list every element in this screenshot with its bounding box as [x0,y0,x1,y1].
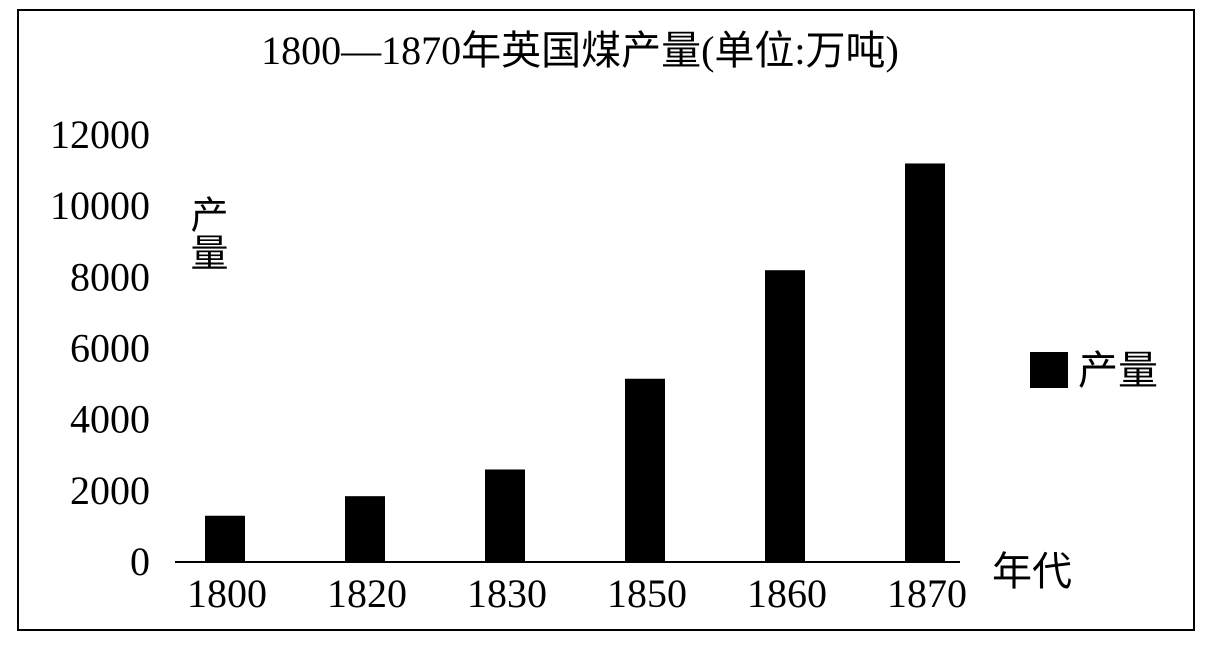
bar [345,496,385,562]
y-tick-label: 8000 [70,254,150,299]
x-tick-label: 1800 [187,571,267,616]
chart-title: 1800—1870年英国煤产量(单位:万吨) [261,28,899,73]
x-tick-label: 1870 [887,571,967,616]
y-tick-label: 0 [130,539,150,584]
bar [205,515,245,562]
y-tick-label: 6000 [70,326,150,371]
x-tick-label: 1830 [467,571,547,616]
y-tick-label: 10000 [50,183,150,228]
x-tick-label: 1860 [747,571,827,616]
y-tick-label: 4000 [70,397,150,442]
bar [905,163,945,562]
x-tick-label: 1850 [607,571,687,616]
y-tick-label: 12000 [50,112,150,157]
legend-label: 产量 [1078,348,1158,393]
frame [17,9,1195,631]
y-tick-label: 2000 [70,468,150,513]
y-axis-label: 产量 [184,195,227,271]
legend-swatch [1030,352,1068,388]
bar [485,469,525,562]
bar [625,378,665,562]
x-axis-label: 年代 [992,549,1072,594]
bar [765,270,805,562]
x-tick-label: 1820 [327,571,407,616]
